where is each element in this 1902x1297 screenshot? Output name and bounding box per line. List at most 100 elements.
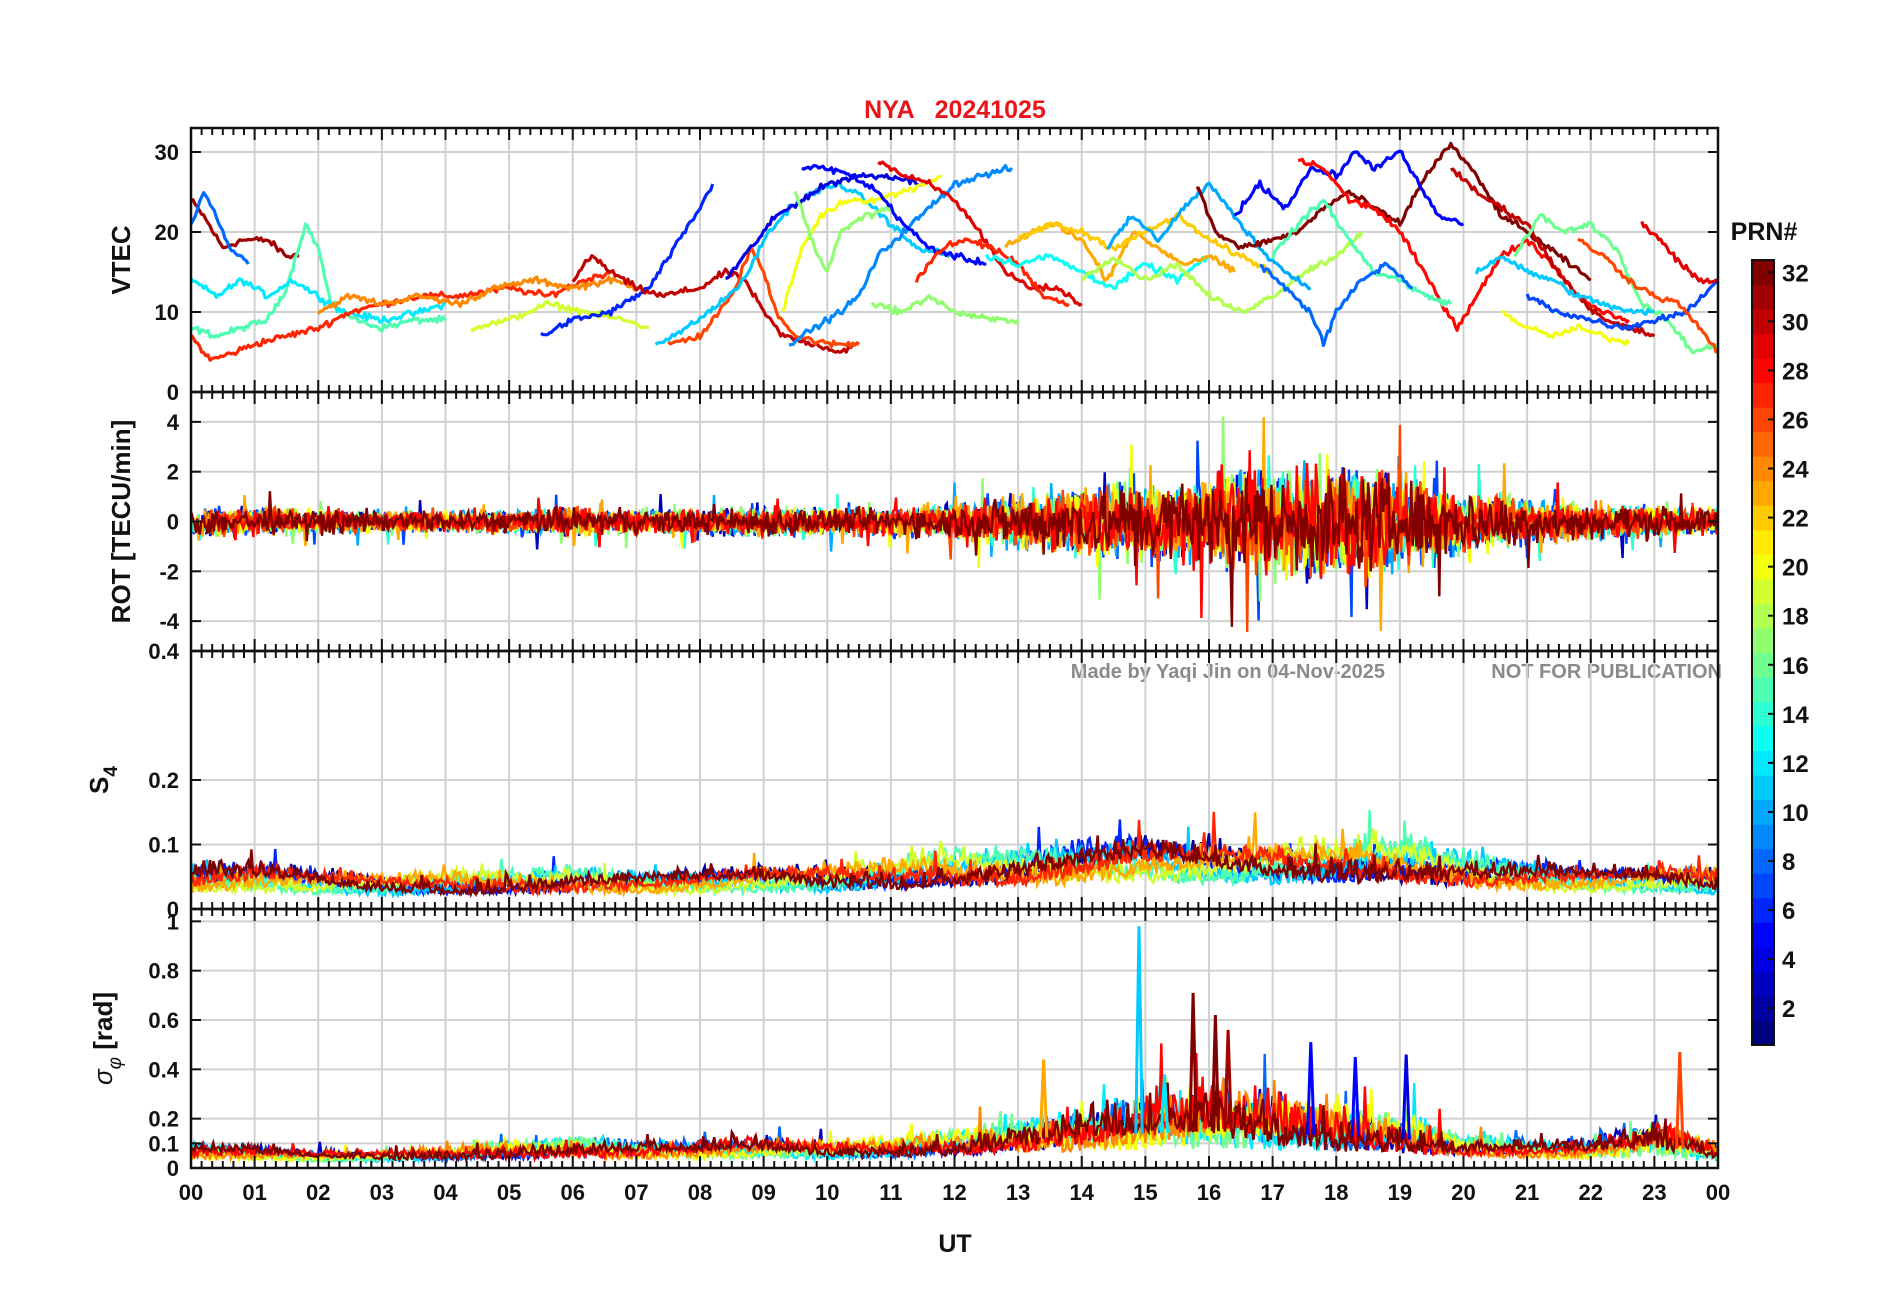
series-line-prn-12 (191, 277, 446, 324)
series-line-prn-19 (469, 300, 650, 333)
x-tick-label: 08 (688, 1180, 712, 1205)
series-line-prn-17b (870, 294, 1020, 325)
colorbar-swatch (1752, 775, 1774, 801)
y-axis-label-main: S (84, 777, 114, 794)
series-line-prn-9 (788, 164, 1014, 347)
series-s4 (191, 810, 1718, 899)
spike-mark (1188, 992, 1198, 1132)
ticks-sigma: 00.10.2 0.4 0.6 0.8 1 00 01 02 03 04 05 06 07 08 09 10 1… (148, 909, 1730, 1205)
x-tick-label: 10 (815, 1180, 839, 1205)
chart-title: NYA 20241025 (864, 96, 1046, 124)
y-tick-label: 0 (167, 510, 179, 535)
series-line-prn-8b (1259, 261, 1414, 348)
colorbar-swatch (1752, 382, 1774, 408)
colorbar-tick-label: 10 (1782, 800, 1809, 827)
watermark-author: Made by Yaqi Jin on 04-Nov-2025 (1071, 661, 1385, 683)
colorbar-swatch (1752, 309, 1774, 335)
x-tick-label: 07 (624, 1180, 648, 1205)
y-tick-label: 4 (167, 410, 180, 435)
colorbar-swatch (1752, 260, 1774, 286)
colorbar-tick-label: 24 (1782, 457, 1809, 484)
colorbar-swatch (1752, 333, 1774, 359)
series-line-prn-13 (984, 252, 1211, 291)
colorbar-swatch (1752, 284, 1774, 310)
x-tick-label: 11 (879, 1180, 902, 1205)
colorbar-swatch (1752, 456, 1774, 482)
series-line-prn-11b (1474, 255, 1655, 316)
colorbar-swatch (1752, 407, 1774, 433)
series-line-prn-15b (1271, 198, 1453, 307)
spike-mark (1223, 1029, 1233, 1132)
colorbar-swatch (1752, 971, 1774, 997)
x-tick-label: 01 (242, 1180, 266, 1205)
colorbar-swatch (1752, 701, 1774, 727)
y-tick-label: 0 (167, 1156, 179, 1181)
series-line-prn-24 (317, 275, 638, 315)
series-line-prn-32 (191, 1079, 1718, 1164)
series-line-prn-15 (191, 222, 447, 339)
y-tick-label: -4 (159, 609, 179, 634)
spike-mark (1159, 1074, 1170, 1133)
series-line-prn-27 (191, 270, 612, 362)
y-tick-label: 0.2 (148, 768, 179, 793)
series-line-prn-10 (1106, 181, 1312, 291)
spike-mark (1350, 1056, 1360, 1137)
series-line-prn-4 (725, 172, 924, 280)
colorbar-swatch (1752, 431, 1774, 457)
colorbar-swatch (1752, 1020, 1774, 1046)
colorbar-tick-label: 4 (1782, 947, 1796, 974)
colorbar-swatch (1752, 480, 1774, 506)
ticks-vtec: 0 10 20 30 (155, 128, 1719, 405)
y-tick-label: 0.2 (148, 1107, 179, 1132)
y-axis-label-sub: φ (105, 1057, 126, 1069)
colorbar-tick-label: 16 (1782, 653, 1809, 680)
y-tick-label: 30 (155, 140, 179, 165)
y-tick-label: 0 (167, 897, 179, 922)
x-tick-label: 00 (1706, 1180, 1730, 1205)
series-line-prn-32 (191, 835, 1718, 899)
colorbar-label: PRN# (1731, 218, 1798, 246)
colorbar-swatch (1752, 873, 1774, 899)
y-tick-label: 0.6 (148, 1008, 179, 1033)
colorbar-tick-label: 14 (1782, 702, 1809, 729)
colorbar-swatch (1752, 995, 1774, 1021)
x-tick-label: 15 (1133, 1180, 1157, 1205)
y-axis-label-symbol: σ (88, 1068, 118, 1085)
series-line-prn-18 (1080, 231, 1364, 314)
y-tick-label: -2 (159, 559, 179, 584)
colorbar-tick-label: 30 (1782, 309, 1809, 336)
series-vtec (191, 141, 1718, 362)
y-tick-label: 2 (167, 460, 179, 485)
ticks-rot: -4 -2 0 2 4 (159, 392, 1719, 651)
x-tick-label: 00 (179, 1180, 203, 1205)
colorbar-tick-label: 6 (1782, 898, 1795, 925)
x-tick-label: 13 (1006, 1180, 1030, 1205)
colorbar-swatch (1752, 750, 1774, 776)
y-tick-label: 0 (167, 380, 179, 405)
y-axis-label: S4 (84, 766, 122, 794)
panel-vtec: 0 10 20 30 VTEC (106, 126, 1720, 405)
spike-mark (1038, 1059, 1049, 1138)
y-tick-label: 0.4 (148, 1057, 179, 1082)
colorbar-swatch (1752, 603, 1774, 629)
y-tick-label: 20 (155, 220, 179, 245)
x-tick-label: 09 (751, 1180, 775, 1205)
series-line-prn-16 (1513, 213, 1718, 355)
colorbar-swatch (1752, 726, 1774, 752)
x-tick-label: 22 (1579, 1180, 1603, 1205)
y-axis-label: σφ [rad] (88, 992, 126, 1085)
colorbar-tick-label: 2 (1782, 996, 1795, 1023)
colorbar-tick-label: 26 (1782, 407, 1809, 434)
colorbar-swatch (1752, 529, 1774, 555)
y-tick-label: 0.4 (148, 639, 179, 664)
x-tick-label: 18 (1324, 1180, 1348, 1205)
series-line-prn-26 (667, 246, 860, 349)
series-line-prn-31 (191, 198, 300, 260)
x-tick-label: 02 (306, 1180, 330, 1205)
panel-sigma: 00.10.2 0.4 0.6 0.8 1 00 01 02 03 04 05 06 07 08 09 10 1… (88, 907, 1730, 1205)
x-tick-label: 05 (497, 1180, 521, 1205)
